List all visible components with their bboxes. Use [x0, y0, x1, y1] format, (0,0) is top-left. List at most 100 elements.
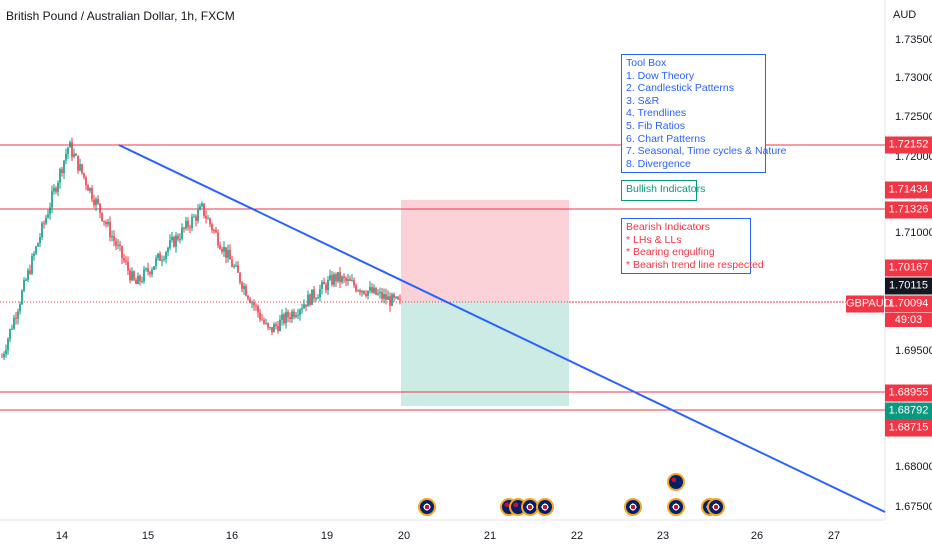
candle-body [361, 290, 363, 293]
candle-body [71, 142, 73, 157]
candle-body [279, 319, 281, 332]
candle-body [119, 244, 121, 247]
candle-body [61, 169, 63, 174]
candle-body [287, 312, 289, 318]
candle-body [197, 209, 199, 221]
candle-body [75, 153, 77, 156]
candle-body [349, 279, 351, 281]
candle-body [141, 281, 143, 283]
date-tick: 19 [320, 530, 334, 542]
candle-body [105, 222, 107, 225]
bullish-note[interactable]: Bullish Indicators [621, 180, 705, 201]
candle-body [77, 155, 79, 171]
candle-body [239, 272, 241, 283]
candle-body [15, 317, 17, 319]
candle-body [285, 312, 287, 324]
candle-body [109, 221, 111, 238]
candle-body [347, 279, 349, 281]
price-tick: 1.68000 [895, 461, 932, 473]
uk-flag-icon[interactable] [707, 498, 725, 516]
date-tick: 21 [483, 530, 497, 542]
candle-body [25, 279, 27, 281]
price-tick: 1.72000 [895, 151, 932, 163]
price-tick: 1.73000 [895, 72, 932, 84]
candle-body [47, 214, 49, 218]
candle-body [33, 253, 35, 257]
candle-body [149, 271, 151, 275]
candle-body [13, 317, 15, 329]
candle-body [51, 191, 53, 208]
price-tag: 1.70094 [885, 295, 932, 313]
bearish-note[interactable]: Bearish Indicators * LHs & LLs * Bearing e… [621, 218, 764, 274]
candle-body [29, 270, 31, 274]
candle-body [319, 289, 321, 298]
candle-body [251, 302, 253, 304]
candle-body [215, 230, 217, 233]
candle-body [79, 164, 81, 171]
uk-flag-icon[interactable] [418, 498, 436, 516]
take-profit-zone[interactable] [401, 302, 569, 406]
candle-body [249, 298, 251, 303]
toolbox-item: 6. Chart Patterns [626, 132, 706, 145]
candle-body [311, 289, 313, 305]
candle-body [391, 294, 393, 306]
candle-body [39, 237, 41, 244]
uk-flag-icon[interactable] [624, 498, 642, 516]
candle-body [199, 206, 201, 210]
candle-body [81, 164, 83, 174]
candle-body [9, 329, 11, 339]
candle-body [31, 256, 33, 274]
candle-body [125, 260, 127, 263]
candle-body [297, 314, 299, 316]
candle-body [53, 188, 55, 192]
candle-body [263, 320, 265, 324]
candle-body [339, 272, 341, 282]
candle-body [333, 274, 335, 285]
candle-body [329, 275, 331, 280]
price-tag: 1.72152 [885, 136, 932, 154]
uk-flag-icon[interactable] [667, 498, 685, 516]
toolbox-item: 1. Dow Theory [626, 69, 695, 82]
candle-body [5, 349, 7, 355]
candle-body [181, 227, 183, 239]
candle-body [3, 354, 5, 357]
toolbox-item: 3. S&R [626, 94, 660, 107]
toolbox-note[interactable]: Tool Box 1. Dow Theory 2. Candlestick Patt… [621, 54, 787, 173]
candle-body [183, 227, 185, 229]
candle-body [123, 257, 125, 261]
candle-body [253, 302, 255, 306]
candle-body [247, 295, 249, 299]
candle-body [19, 303, 21, 312]
candle-body [55, 188, 57, 192]
candle-body [193, 216, 195, 218]
candle-body [175, 235, 177, 247]
bearish-trendline[interactable] [118, 144, 886, 513]
stop-loss-zone[interactable] [401, 200, 569, 302]
candle-body [363, 290, 365, 294]
candle-body [43, 223, 45, 225]
candle-body [113, 236, 115, 241]
bearish-item: * Bearish trend line respected [626, 258, 764, 271]
candle-body [131, 271, 133, 281]
au-flag-icon[interactable] [667, 473, 685, 491]
candle-body [59, 169, 61, 183]
candle-body [295, 315, 297, 317]
candle-body [283, 314, 285, 324]
candle-body [65, 154, 67, 161]
price-tag: 1.71434 [885, 181, 932, 199]
toolbox-item: 5. Fib Ratios [626, 119, 685, 132]
candle-body [211, 224, 213, 231]
candle-body [387, 296, 389, 300]
price-tag: 1.68715 [885, 419, 932, 437]
uk-flag-icon[interactable] [536, 498, 554, 516]
candle-body [69, 142, 71, 148]
candle-body [255, 305, 257, 307]
candle-body [179, 238, 181, 240]
candle-body [157, 253, 159, 259]
candle-body [359, 290, 361, 293]
candle-body [187, 220, 189, 228]
candle-body [173, 236, 175, 247]
candle-body [41, 223, 43, 238]
toolbox-item: 7. Seasonal, Time cycles & Nature [626, 145, 787, 158]
